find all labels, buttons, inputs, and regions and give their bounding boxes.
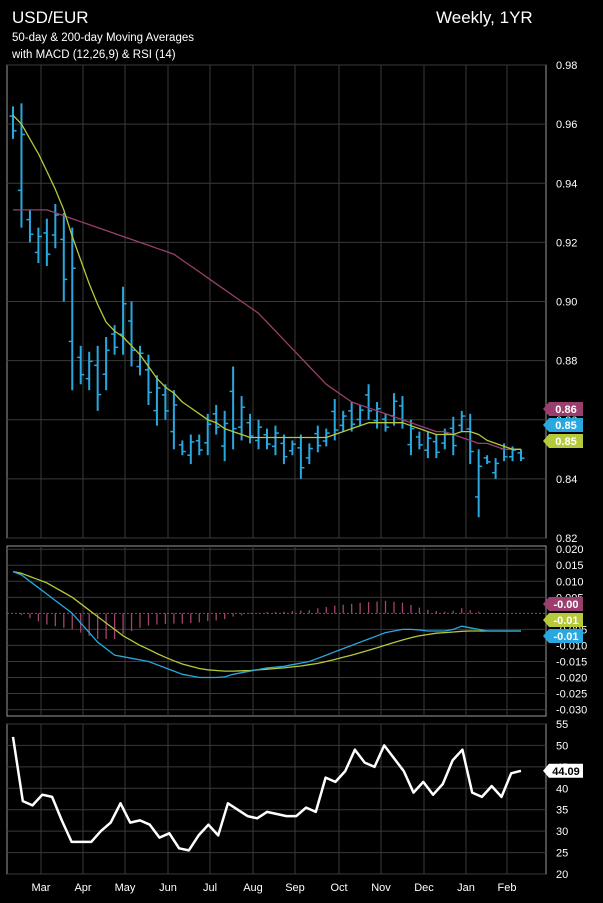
price-value-badge: 0.85 xyxy=(543,418,583,432)
ma200-value-badge-shape xyxy=(543,402,583,416)
rsi-tick-label: 35 xyxy=(556,805,568,817)
histogram-value-badge-text: -0.00 xyxy=(553,599,578,611)
macd-value-badge: -0.01 xyxy=(543,629,583,643)
month-label-dec: Dec xyxy=(414,882,434,894)
month-label-apr: Apr xyxy=(74,882,91,894)
month-label-may: May xyxy=(115,882,136,894)
rsi-tick-label: 40 xyxy=(556,783,568,795)
rsi-value-badge-text: 44.09 xyxy=(552,766,580,778)
macd-line xyxy=(12,571,521,679)
price-tick-label: 0.84 xyxy=(556,474,577,486)
histogram-value-badge-shape xyxy=(543,597,583,611)
month-label-nov: Nov xyxy=(371,882,391,894)
rsi-tick-label: 50 xyxy=(556,740,568,752)
price-tick-label: 0.90 xyxy=(556,297,577,309)
price-tick-label: 0.96 xyxy=(556,119,577,131)
rsi-tick-label: 25 xyxy=(556,848,568,860)
macd-value-badge-text: -0.01 xyxy=(553,631,578,643)
macd-tick-label: -0.015 xyxy=(556,656,587,668)
month-label-mar: Mar xyxy=(32,882,51,894)
price-value-badge-shape xyxy=(543,418,583,432)
month-label-jul: Jul xyxy=(203,882,217,894)
macd-tick-label: 0.010 xyxy=(556,576,584,588)
histogram-value-badge: -0.00 xyxy=(543,597,583,611)
macd-value-badge-shape xyxy=(543,629,583,643)
macd-panel-frame xyxy=(6,545,547,717)
ma50-value-badge-text: 0.85 xyxy=(555,436,576,448)
month-label-aug: Aug xyxy=(243,882,263,894)
rsi-value-badge-shape xyxy=(543,763,583,778)
rsi-tick-label: 30 xyxy=(556,826,568,838)
price-value-badge-text: 0.85 xyxy=(555,420,576,432)
month-label-jan: Jan xyxy=(457,882,475,894)
chart-subtitle-line2: with MACD (12,26,9) & RSI (14) xyxy=(12,49,176,61)
chart-title: USD/EUR xyxy=(12,8,89,27)
rsi-panel-frame xyxy=(6,723,547,875)
macd-tick-label: -0.030 xyxy=(556,705,587,717)
signal-value-badge-shape xyxy=(543,613,583,627)
ma50-line xyxy=(12,114,521,450)
price-tick-label: 0.88 xyxy=(556,356,577,368)
signal-value-badge: -0.01 xyxy=(543,613,583,627)
ma50-value-badge: 0.85 xyxy=(543,434,583,448)
price-tick-label: 0.98 xyxy=(556,60,577,72)
price-tick-label: 0.94 xyxy=(556,178,577,190)
month-label-feb: Feb xyxy=(498,882,517,894)
rsi-value-badge: 44.09 xyxy=(543,763,583,778)
ma200-value-badge: 0.86 xyxy=(543,402,583,416)
month-label-jun: Jun xyxy=(159,882,177,894)
macd-tick-label: -0.025 xyxy=(556,689,587,701)
month-label-sep: Sep xyxy=(285,882,305,894)
signal-value-badge-text: -0.01 xyxy=(553,615,578,627)
macd-tick-label: -0.020 xyxy=(556,673,587,685)
macd-signal-line xyxy=(12,571,521,672)
chart-period: Weekly, 1YR xyxy=(436,8,533,27)
macd-tick-label: 0.020 xyxy=(556,544,584,556)
macd-tick-label: 0.015 xyxy=(556,560,584,572)
rsi-line xyxy=(11,736,522,852)
price-tick-label: 0.92 xyxy=(556,237,577,249)
rsi-tick-label: 55 xyxy=(556,719,568,731)
chart-subtitle-line1: 50-day & 200-day Moving Averages xyxy=(12,32,194,44)
month-label-oct: Oct xyxy=(330,882,347,894)
ma200-value-badge-text: 0.86 xyxy=(555,404,576,416)
macd-tick-label: -0.010 xyxy=(556,640,587,652)
rsi-tick-label: 20 xyxy=(556,869,568,881)
ma200-line xyxy=(13,209,521,450)
price-tick-label: 0.82 xyxy=(556,533,577,545)
ma50-value-badge-shape xyxy=(543,434,583,448)
